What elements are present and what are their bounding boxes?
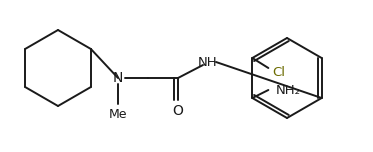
Text: Me: Me (109, 107, 127, 121)
Text: O: O (173, 104, 184, 118)
Text: Cl: Cl (272, 66, 285, 78)
Text: NH₂: NH₂ (275, 83, 300, 97)
Text: NH: NH (198, 55, 218, 69)
Text: N: N (113, 71, 123, 85)
